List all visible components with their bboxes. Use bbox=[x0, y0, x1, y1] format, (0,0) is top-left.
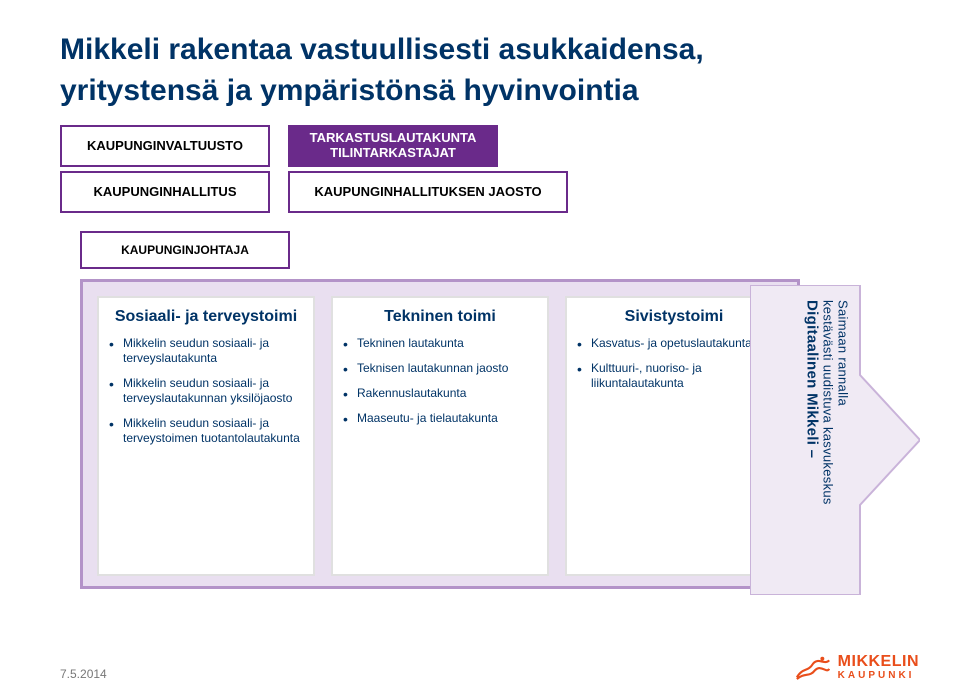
column-list-sosiaali: Mikkelin seudun sosiaali- ja terveyslaut… bbox=[109, 336, 303, 446]
slide: Mikkeli rakentaa vastuullisesti asukkaid… bbox=[0, 0, 959, 699]
box-kaupunginvaltuusto: KAUPUNGINVALTUUSTO bbox=[60, 125, 270, 167]
side-line-3: Saimaan rannalla bbox=[836, 300, 851, 580]
logo: MIKKELIN KAUPUNKI bbox=[796, 654, 919, 681]
box-tarkastus: TARKASTUSLAUTAKUNTA TILINTARKASTAJAT bbox=[288, 125, 498, 167]
logo-sub: KAUPUNKI bbox=[838, 671, 919, 681]
list-item: Maaseutu- ja tielautakunta bbox=[343, 411, 537, 426]
list-item: Rakennus­lautakunta bbox=[343, 386, 537, 401]
list-item: Teknisen lautakunnan jaosto bbox=[343, 361, 537, 376]
list-item: Mikkelin seudun sosiaali- ja terveyslaut… bbox=[109, 336, 303, 366]
column-list-sivistys: Kasvatus- ja opetuslautakunta Kulttuuri-… bbox=[577, 336, 771, 391]
logo-name: MIKKELIN bbox=[838, 654, 919, 670]
box-jaosto: KAUPUNGINHALLITUKSEN JAOSTO bbox=[288, 171, 568, 213]
list-item: Kulttuuri-, nuoriso- ja liikuntalautakun… bbox=[577, 361, 771, 391]
title-line-2: yritystensä ja ympäristönsä hyvinvointia bbox=[60, 74, 639, 107]
side-line-2: kestävästi uudistuva kasvukeskus bbox=[821, 300, 836, 580]
column-title-tekninen: Tekninen toimi bbox=[343, 308, 537, 326]
column-tekninen: Tekninen toimi Tekninen lautakunta Tekni… bbox=[331, 296, 549, 576]
column-sosiaali: Sosiaali- ja terveystoimi Mikkelin seudu… bbox=[97, 296, 315, 576]
list-item: Tekninen lautakunta bbox=[343, 336, 537, 351]
logo-text-wrap: MIKKELIN KAUPUNKI bbox=[838, 654, 919, 681]
list-item: Mikkelin seudun sosiaali- ja terveystoim… bbox=[109, 416, 303, 446]
footer-date: 7.5.2014 bbox=[60, 667, 107, 681]
column-sivistys: Sivistystoimi Kasvatus- ja opetuslautaku… bbox=[565, 296, 783, 576]
column-title-sivistys: Sivistystoimi bbox=[577, 308, 771, 326]
box-kaupunginjohtaja: KAUPUNGINJOHTAJA bbox=[80, 231, 290, 269]
top-row-2: KAUPUNGINHALLITUS KAUPUNGINHALLITUKSEN J… bbox=[60, 171, 919, 213]
box-kaupunginhallitus: KAUPUNGINHALLITUS bbox=[60, 171, 270, 213]
title-line-1: Mikkeli rakentaa vastuullisesti asukkaid… bbox=[60, 33, 704, 66]
page-title: Mikkeli rakentaa vastuullisesti asukkaid… bbox=[60, 30, 919, 111]
top-row-1: KAUPUNGINVALTUUSTO TARKASTUSLAUTAKUNTA T… bbox=[60, 125, 919, 167]
side-line-1: Digitaalinen Mikkeli – bbox=[804, 300, 821, 580]
column-list-tekninen: Tekninen lautakunta Teknisen lautakunnan… bbox=[343, 336, 537, 426]
org-panel: Sosiaali- ja terveystoimi Mikkelin seudu… bbox=[80, 279, 800, 589]
list-item: Mikkelin seudun sosiaali- ja terveyslaut… bbox=[109, 376, 303, 406]
list-item: Kasvatus- ja opetuslautakunta bbox=[577, 336, 771, 351]
footer: 7.5.2014 MIKKELIN KAUPUNKI bbox=[60, 654, 919, 681]
side-text: Digitaalinen Mikkeli – kestävästi uudist… bbox=[797, 300, 857, 580]
column-title-sosiaali: Sosiaali- ja terveystoimi bbox=[109, 308, 303, 326]
logo-icon bbox=[796, 655, 830, 681]
